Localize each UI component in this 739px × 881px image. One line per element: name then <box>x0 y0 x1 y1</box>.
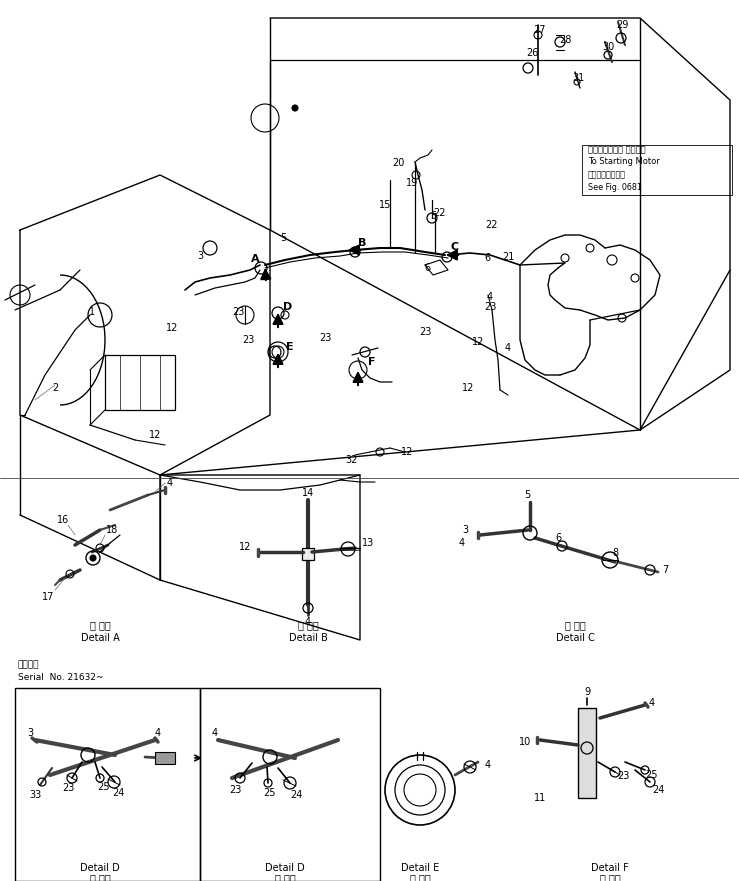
Text: 29: 29 <box>616 20 628 30</box>
Bar <box>200 688 380 881</box>
Text: 3: 3 <box>27 728 33 738</box>
Text: Ｄ 詳細: Ｄ 詳細 <box>275 873 296 881</box>
Text: Detail C: Detail C <box>556 633 594 643</box>
Text: D: D <box>283 302 293 312</box>
Text: Ｃ 詳細: Ｃ 詳細 <box>565 620 585 630</box>
Bar <box>302 548 314 560</box>
Text: 5: 5 <box>524 490 530 500</box>
Text: 6: 6 <box>484 253 490 263</box>
Text: 21: 21 <box>502 252 514 262</box>
Text: 28: 28 <box>559 35 571 45</box>
Circle shape <box>292 105 298 111</box>
Text: 22: 22 <box>434 208 446 218</box>
Text: 23: 23 <box>232 307 244 317</box>
Text: 適用号機: 適用号機 <box>18 661 39 670</box>
Text: 第０６８１図参照: 第０６８１図参照 <box>588 171 626 180</box>
Text: 12: 12 <box>471 337 484 347</box>
Text: Detail D: Detail D <box>80 863 120 873</box>
Text: 12: 12 <box>239 542 251 552</box>
Text: 9: 9 <box>584 687 590 697</box>
Text: 15: 15 <box>379 200 391 210</box>
Text: 1: 1 <box>89 307 95 317</box>
Text: B: B <box>358 238 367 248</box>
Text: 4: 4 <box>305 617 311 627</box>
Text: スターティング モータへ: スターティング モータへ <box>588 145 646 154</box>
Text: 26: 26 <box>526 48 538 58</box>
Text: 27: 27 <box>534 25 546 35</box>
Text: Ｅ 詳細: Ｅ 詳細 <box>409 873 430 881</box>
Text: 5: 5 <box>430 211 436 221</box>
Text: 23: 23 <box>229 785 241 795</box>
Text: 13: 13 <box>362 538 374 548</box>
Text: F: F <box>368 357 375 367</box>
Text: 18: 18 <box>106 525 118 535</box>
Text: Detail B: Detail B <box>288 633 327 643</box>
Text: 4: 4 <box>485 760 491 770</box>
Text: 12: 12 <box>401 447 413 457</box>
Bar <box>578 708 596 798</box>
Text: 3: 3 <box>462 525 468 535</box>
Text: A: A <box>251 254 259 264</box>
Text: 4: 4 <box>505 343 511 353</box>
Text: 6: 6 <box>424 263 430 273</box>
Text: 23: 23 <box>617 771 629 781</box>
Text: 20: 20 <box>392 158 404 168</box>
Text: 2: 2 <box>52 383 58 393</box>
Text: Detail A: Detail A <box>81 633 120 643</box>
Text: 25: 25 <box>646 770 658 780</box>
Bar <box>155 752 175 764</box>
Text: 10: 10 <box>519 737 531 747</box>
Text: 14: 14 <box>302 488 314 498</box>
Text: Ａ 詳細: Ａ 詳細 <box>89 620 110 630</box>
Text: 4: 4 <box>155 728 161 738</box>
Text: 19: 19 <box>406 178 418 188</box>
Text: 23: 23 <box>319 333 331 343</box>
Text: 6: 6 <box>555 533 561 543</box>
Text: 25: 25 <box>97 782 109 792</box>
Bar <box>582 145 732 195</box>
Text: Detail F: Detail F <box>591 863 629 873</box>
Text: 23: 23 <box>484 302 496 312</box>
Text: 33: 33 <box>29 790 41 800</box>
Text: Ｄ 詳細: Ｄ 詳細 <box>89 873 110 881</box>
Text: See Fig. 0681: See Fig. 0681 <box>588 182 642 191</box>
Text: 5: 5 <box>280 233 286 243</box>
Text: 24: 24 <box>112 788 124 798</box>
Text: 17: 17 <box>42 592 54 602</box>
Text: 30: 30 <box>602 42 614 52</box>
Text: Detail E: Detail E <box>401 863 439 873</box>
Text: 12: 12 <box>149 430 161 440</box>
Text: 23: 23 <box>62 783 74 793</box>
Text: 24: 24 <box>652 785 664 795</box>
Text: 4: 4 <box>212 728 218 738</box>
Text: 22: 22 <box>486 220 498 230</box>
Text: 16: 16 <box>57 515 69 525</box>
Text: 4: 4 <box>649 698 655 708</box>
Text: C: C <box>451 242 459 252</box>
Text: 12: 12 <box>166 323 178 333</box>
Text: 31: 31 <box>572 73 584 83</box>
Text: 4: 4 <box>459 538 465 548</box>
Text: 11: 11 <box>534 793 546 803</box>
Text: E: E <box>286 342 294 352</box>
Text: 32: 32 <box>346 455 358 465</box>
Text: 24: 24 <box>290 790 302 800</box>
Text: 4: 4 <box>487 292 493 302</box>
Text: 23: 23 <box>419 327 431 337</box>
Text: 25: 25 <box>264 788 276 798</box>
Text: Detail D: Detail D <box>265 863 305 873</box>
Text: To Starting Motor: To Starting Motor <box>588 158 660 167</box>
Text: 12: 12 <box>462 383 474 393</box>
Text: 3: 3 <box>197 251 203 261</box>
Circle shape <box>90 555 96 561</box>
Text: 8: 8 <box>612 548 618 558</box>
Text: Serial  No. 21632~: Serial No. 21632~ <box>18 673 103 683</box>
Bar <box>15 688 200 881</box>
Text: 23: 23 <box>242 335 254 345</box>
Text: Ｂ 詳細: Ｂ 詳細 <box>298 620 319 630</box>
Text: 7: 7 <box>662 565 668 575</box>
Text: Ｆ 詳細: Ｆ 詳細 <box>599 873 620 881</box>
Text: 4: 4 <box>167 478 173 488</box>
